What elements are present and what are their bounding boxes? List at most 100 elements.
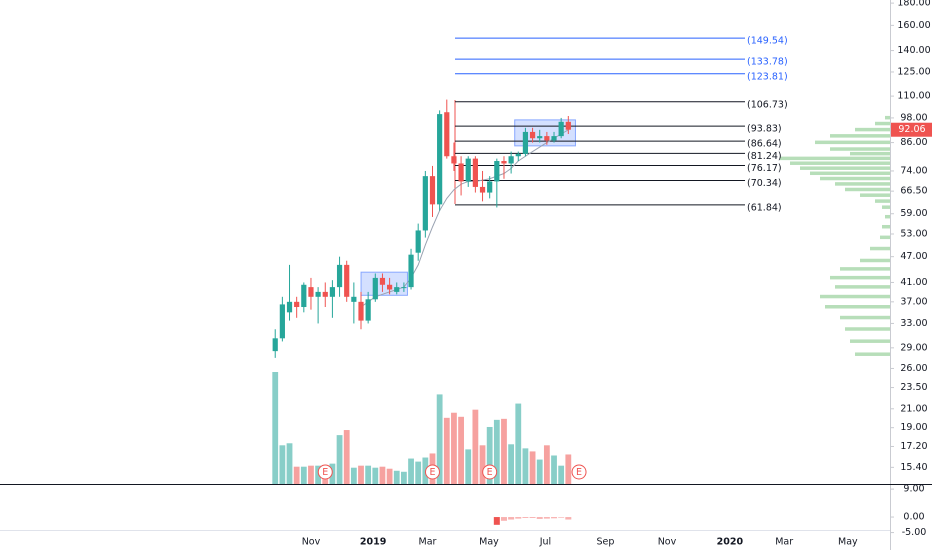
candle-body xyxy=(544,136,550,141)
volume-bar xyxy=(393,470,400,484)
candle-body xyxy=(458,163,464,182)
volume-bar xyxy=(308,465,314,484)
earnings-label: E xyxy=(322,467,328,478)
volume-bar xyxy=(272,372,279,484)
volume-profile-bar xyxy=(840,267,890,271)
volume-profile-bar xyxy=(855,352,890,356)
volume-profile-bar xyxy=(830,147,890,151)
x-tick-label: Mar xyxy=(775,537,793,548)
earnings-label: E xyxy=(487,467,493,478)
volume-bar xyxy=(372,467,379,484)
level-label: (106.73) xyxy=(747,99,788,110)
volume-bar xyxy=(300,466,307,484)
indicator-bar xyxy=(515,517,522,519)
x-tick-label: Mar xyxy=(419,537,437,548)
volume-profile-bar xyxy=(845,187,890,192)
volume-bar xyxy=(465,449,472,484)
y-tick-label: 19.00 xyxy=(900,422,927,433)
level-label: (61.84) xyxy=(747,202,782,213)
candle-body xyxy=(401,287,407,289)
y-tick-label: 29.00 xyxy=(900,342,927,353)
level-label: (81.24) xyxy=(747,151,782,162)
volume-bar xyxy=(315,465,322,484)
volume-profile-bar xyxy=(820,176,890,181)
volume-bar xyxy=(358,465,364,484)
volume-profile-bar xyxy=(860,193,890,197)
volume-profile-bar xyxy=(780,156,890,161)
candle-body xyxy=(322,291,328,297)
volume-bar xyxy=(365,465,372,484)
volume-bar xyxy=(493,419,500,484)
earnings-marker xyxy=(571,464,587,480)
level-label: (70.34) xyxy=(747,178,782,189)
volume-profile-bar xyxy=(882,224,890,229)
volume-bar xyxy=(286,443,293,484)
x-tick-label: 2019 xyxy=(360,537,386,548)
indicator-bar xyxy=(565,517,572,520)
candle-body xyxy=(451,156,457,164)
candle-body xyxy=(472,158,478,187)
indicator-bar xyxy=(522,517,529,518)
volume-profile-bar xyxy=(875,199,890,203)
volume-profile-bar xyxy=(870,246,890,251)
volume-bar xyxy=(536,459,543,484)
candle-body xyxy=(336,264,343,288)
volume-bar xyxy=(443,417,450,484)
volume-profile-bar xyxy=(885,214,890,219)
volume-profile-bar xyxy=(825,305,890,309)
y-tick-label: 66.50 xyxy=(900,186,927,197)
y-tick-label: 21.00 xyxy=(900,403,927,414)
candle-body xyxy=(351,296,357,302)
volume-profile-bar xyxy=(850,339,890,343)
volume-bar xyxy=(343,430,350,484)
level-label: (93.83) xyxy=(747,124,782,135)
volume-bar xyxy=(458,416,464,484)
candle-body xyxy=(301,284,307,308)
candle-body xyxy=(487,181,493,193)
candle-body xyxy=(444,112,450,157)
volume-profile-bar xyxy=(850,151,890,156)
volume-profile-bar xyxy=(885,115,890,120)
candle-body xyxy=(372,277,378,300)
volume-bar xyxy=(451,412,457,484)
candle-body xyxy=(437,114,443,205)
indicator-bar xyxy=(508,517,515,520)
candle-body xyxy=(358,301,364,321)
volume-bar xyxy=(386,468,393,484)
y-tick-label: 59.00 xyxy=(900,208,927,219)
volume-profile-bar xyxy=(835,182,890,186)
volume-profile-bar xyxy=(840,315,890,320)
volume-profile-bar xyxy=(860,258,890,263)
candle-body xyxy=(551,136,557,141)
candle-body xyxy=(529,131,536,139)
volume-bar xyxy=(558,465,565,484)
level-label: (133.78) xyxy=(747,57,788,68)
volume-bar xyxy=(515,403,522,484)
volume-profile-bar xyxy=(835,285,890,289)
volume-bar xyxy=(415,461,422,484)
y-tick-label: 33.00 xyxy=(900,318,927,329)
candle-body xyxy=(408,254,414,288)
volume-bar xyxy=(565,454,572,484)
candle-body xyxy=(272,338,278,352)
volume-profile-bar xyxy=(790,161,890,165)
candle-body xyxy=(522,131,529,154)
volume-profile-bar xyxy=(815,140,890,145)
x-tick-label: Jul xyxy=(539,537,551,548)
candle-body xyxy=(315,291,321,297)
volume-bar xyxy=(336,435,343,484)
candle-body xyxy=(286,301,293,313)
candle-body xyxy=(379,277,386,285)
y-tick-label: 0.00 xyxy=(903,512,924,523)
candle-body xyxy=(365,299,371,321)
volume-bar xyxy=(279,445,286,484)
volume-bar xyxy=(293,466,300,484)
candle-body xyxy=(329,287,336,297)
volume-bar xyxy=(408,458,414,484)
candle-body xyxy=(508,156,514,164)
volume-bar xyxy=(529,451,536,484)
candle-body xyxy=(494,161,500,182)
indicator-bar xyxy=(529,517,536,518)
last-price-badge xyxy=(891,122,932,137)
